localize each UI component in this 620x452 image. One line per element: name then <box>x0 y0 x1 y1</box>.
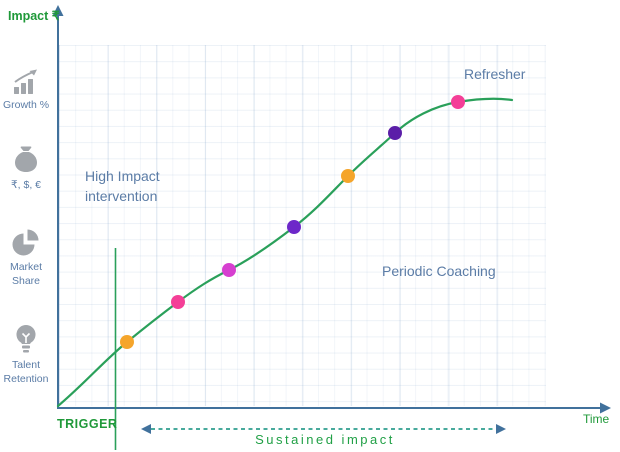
intervention-point-2 <box>171 295 185 309</box>
y-axis-arrowhead <box>52 5 64 16</box>
impact-curve <box>56 97 514 408</box>
periodic-coaching-label: Periodic Coaching <box>382 263 496 279</box>
intervention-point-1 <box>120 335 134 349</box>
x-axis-arrowhead <box>600 402 611 414</box>
trigger-label: TRIGGER <box>57 417 118 431</box>
intervention-point-3 <box>222 263 236 277</box>
refresher-label: Refresher <box>464 66 526 82</box>
intervention-point-7 <box>451 95 465 109</box>
metric-growth-label: Growth % <box>2 99 50 111</box>
intervention-point-4 <box>287 220 301 234</box>
intervention-point-5 <box>341 169 355 183</box>
sustained-arrow-left-head <box>141 424 151 434</box>
growth-chart-icon <box>0 68 52 96</box>
sustained-impact-arrow <box>141 424 506 434</box>
metric-growth: Growth % <box>0 68 52 113</box>
plot-grid <box>59 45 546 406</box>
sustained-impact-label: Sustained impact <box>255 432 395 447</box>
metric-pie: Market Share <box>0 226 52 288</box>
y-axis-label: Impact ₹ <box>8 9 60 23</box>
metric-bulb: Talent Retention <box>0 322 52 386</box>
metric-bulb-label: Talent Retention <box>3 359 49 385</box>
sustained-arrow-right-head <box>496 424 506 434</box>
metric-money-label: ₹, $, € <box>10 179 42 191</box>
y-axis <box>52 5 64 408</box>
intervention-point-6 <box>388 126 402 140</box>
x-axis <box>57 402 611 414</box>
bulb-icon <box>0 322 52 356</box>
money-bag-icon <box>0 144 52 176</box>
metric-pie-label: Market Share <box>9 261 43 287</box>
high-impact-intervention-label: High Impact intervention <box>85 168 160 205</box>
pie-chart-icon <box>0 226 52 258</box>
intervention-points <box>120 95 465 349</box>
metric-money: ₹, $, € <box>0 144 52 193</box>
x-axis-label: Time <box>583 412 610 426</box>
